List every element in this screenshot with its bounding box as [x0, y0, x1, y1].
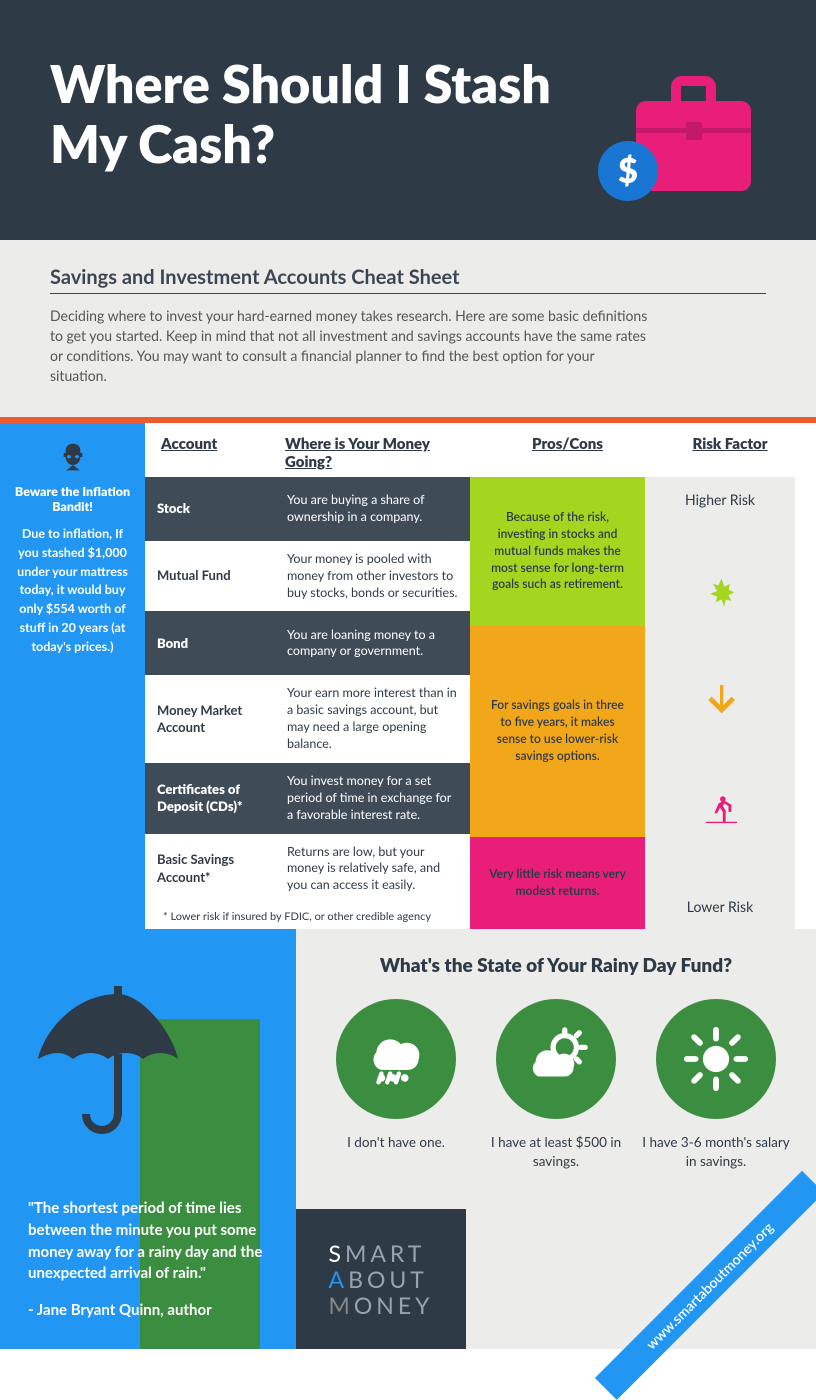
url-ribbon: www.smartaboutmoney.org	[595, 1171, 816, 1400]
quote-author: - Jane Bryant Quinn, author	[28, 1301, 268, 1319]
fund-state-none: I don't have one.	[316, 999, 476, 1171]
table-row: Bond You are loaning money to a company …	[145, 611, 470, 675]
cell-account: Money Market Account	[145, 675, 275, 763]
th-where: Where is Your Money Going?	[285, 435, 430, 471]
table-rows: Stock You are buying a share of ownershi…	[145, 477, 470, 929]
rain-cloud-icon	[336, 999, 456, 1119]
subheader-title: Savings and Investment Accounts Cheat Sh…	[50, 265, 766, 294]
header: Where Should I Stash My Cash? $	[0, 0, 816, 240]
brand-logo-text: SMARTABOUTMONEY	[329, 1240, 434, 1319]
cell-where: Your earn more interest than in a basic …	[275, 675, 470, 763]
cell-account: Basic Savings Account*	[145, 834, 275, 905]
table-footnote: * Lower risk if insured by FDIC, or othe…	[145, 904, 470, 929]
svg-text:$: $	[618, 150, 638, 191]
th-pros: Pros/Cons	[532, 435, 603, 453]
quote-text: "The shortest period of time lies betwee…	[28, 1198, 268, 1285]
table-row: Mutual Fund Your money is pooled with mo…	[145, 541, 470, 612]
fund-label: I have at least $500 in savings.	[476, 1133, 636, 1171]
sun-icon	[656, 999, 776, 1119]
inflation-sidebar: Beware the Inflation Bandit! Due to infl…	[0, 423, 145, 929]
risk-top-label: Higher Risk	[685, 491, 755, 508]
cell-where: Your money is pooled with money from oth…	[275, 541, 470, 612]
table-row: Money Market Account Your earn more inte…	[145, 675, 470, 763]
accounts-table: Account Where is Your Money Going? Pros/…	[145, 423, 816, 929]
th-account: Account	[161, 435, 217, 453]
rainy-fund-panel: What's the State of Your Rainy Day Fund?…	[296, 929, 816, 1349]
cell-where: You are buying a share of ownership in a…	[275, 477, 470, 541]
subheader: Savings and Investment Accounts Cheat Sh…	[0, 240, 816, 417]
bandit-icon	[57, 441, 89, 473]
cell-account: Mutual Fund	[145, 541, 275, 612]
table-row: Stock You are buying a share of ownershi…	[145, 477, 470, 541]
hiker-icon	[703, 792, 737, 832]
risk-bottom-label: Lower Risk	[687, 898, 753, 915]
page-title: Where Should I Stash My Cash?	[50, 55, 610, 175]
brand-box: SMARTABOUTMONEY	[296, 1209, 466, 1349]
pros-box-mid: For savings goals in three to five years…	[470, 626, 645, 837]
header-illustration: $	[586, 66, 756, 205]
fund-state-full: I have 3-6 month's salary in savings.	[636, 999, 796, 1171]
cell-account: Stock	[145, 477, 275, 541]
umbrella-icon	[28, 984, 268, 1138]
fund-label: I have 3-6 month's salary in savings.	[636, 1133, 796, 1171]
th-risk: Risk Factor	[692, 435, 767, 453]
table-header-row: Account Where is Your Money Going? Pros/…	[145, 423, 816, 477]
fund-state-some: I have at least $500 in savings.	[476, 999, 636, 1171]
partly-cloudy-icon	[496, 999, 616, 1119]
cell-where: You are loaning money to a company or go…	[275, 611, 470, 675]
rainy-day-section: "The shortest period of time lies betwee…	[0, 929, 816, 1349]
cell-account: Bond	[145, 611, 275, 675]
pros-cons-column: Because of the risk, investing in stocks…	[470, 477, 645, 929]
cell-where: You invest money for a set period of tim…	[275, 763, 470, 834]
table-row: Certificates of Deposit (CDs)* You inves…	[145, 763, 470, 834]
cell-account: Certificates of Deposit (CDs)*	[145, 763, 275, 834]
falling-icon	[703, 574, 737, 614]
risk-column: Higher Risk Lower Risk	[645, 477, 795, 929]
infographic-page: Where Should I Stash My Cash? $ Savings …	[0, 0, 816, 1349]
pros-box-low: Very little risk means very modest retur…	[470, 837, 645, 930]
sidebar-title: Beware the Inflation Bandit!	[12, 484, 133, 515]
quote-panel: "The shortest period of time lies betwee…	[0, 929, 296, 1349]
cell-where: Returns are low, but your money is relat…	[275, 834, 470, 905]
pros-box-high: Because of the risk, investing in stocks…	[470, 477, 645, 626]
rainy-title: What's the State of Your Rainy Day Fund?	[316, 954, 796, 977]
main-section: Beware the Inflation Bandit! Due to infl…	[0, 423, 816, 929]
subheader-body: Deciding where to invest your hard-earne…	[50, 306, 650, 387]
arrow-down-icon	[700, 680, 740, 726]
fund-label: I don't have one.	[316, 1133, 476, 1152]
sidebar-body: Due to inflation, If you stashed $1,000 …	[12, 525, 133, 656]
table-row: Basic Savings Account* Returns are low, …	[145, 834, 470, 905]
